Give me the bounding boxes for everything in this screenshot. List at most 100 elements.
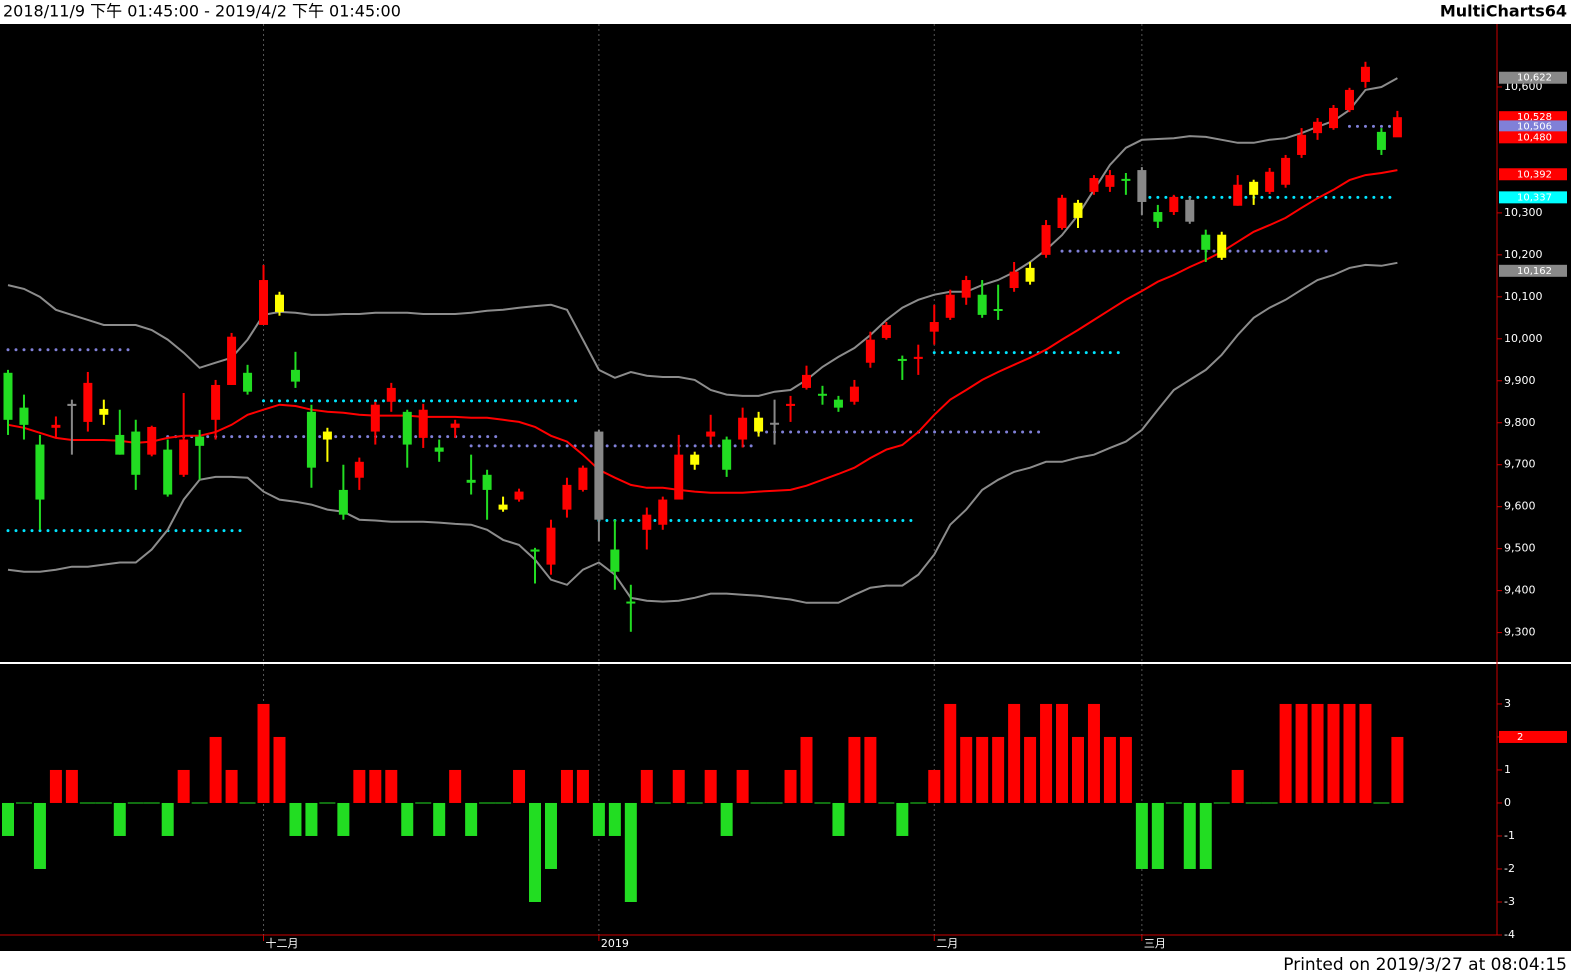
date-range: 2018/11/9 下午 01:45:00 - 2019/4/2 下午 01:4… [3, 2, 401, 21]
price-badge [1499, 131, 1567, 144]
candle-body [1233, 184, 1243, 206]
candle-body [674, 454, 684, 500]
candle-body [195, 436, 205, 446]
price-badge-text: 10,528 [1517, 112, 1552, 123]
candle-body [1392, 117, 1402, 138]
candle-body [1105, 175, 1115, 187]
bar [1008, 703, 1021, 803]
bar [784, 769, 797, 803]
bar [1359, 703, 1372, 803]
bar [608, 802, 621, 836]
candle-body [722, 439, 732, 470]
bar [640, 769, 653, 803]
bar [576, 769, 589, 803]
candle-body [259, 280, 269, 325]
candle-body [578, 467, 588, 490]
candle-body [610, 549, 620, 572]
bar [257, 703, 270, 803]
bar [672, 769, 685, 803]
candle-body [83, 382, 93, 422]
bar [289, 802, 302, 836]
candle-body [977, 294, 987, 315]
candle-body [115, 434, 125, 455]
bar [433, 802, 446, 836]
y-tick-label: 9,700 [1504, 458, 1536, 471]
candle-body [514, 491, 524, 500]
bar [449, 769, 462, 803]
bar [992, 736, 1005, 803]
candle-body [99, 408, 109, 415]
bar [944, 703, 957, 803]
y-tick-label: 10,000 [1504, 332, 1543, 345]
candle-body [738, 417, 748, 440]
bar [1024, 736, 1037, 803]
candle-body [706, 431, 716, 437]
bar [385, 769, 398, 803]
bar [1279, 703, 1292, 803]
candle-body [450, 423, 460, 428]
candle-body [802, 374, 811, 388]
x-tick-label: 2019 [601, 937, 629, 950]
candle-body [1376, 131, 1386, 150]
price-badge [1499, 168, 1567, 181]
price-badge [1499, 264, 1567, 277]
bar [1327, 703, 1340, 803]
candle-body [386, 387, 396, 402]
candle-body [865, 339, 875, 363]
bar [161, 802, 174, 836]
y-tick-label: -3 [1504, 895, 1515, 908]
candle-body [163, 449, 173, 495]
bar [2, 802, 14, 836]
bar [1151, 802, 1164, 869]
candle-body [418, 409, 428, 438]
bar [33, 802, 46, 869]
candle-body [1297, 134, 1307, 155]
candle-body [1057, 197, 1067, 228]
candle-body [594, 431, 604, 520]
candle-body [1344, 89, 1354, 111]
footer-bar [0, 951, 1571, 977]
price-badge [1499, 120, 1567, 133]
printed-note: Printed on 2019/3/27 at 08:04:15 [1283, 955, 1567, 975]
bar [65, 769, 78, 803]
candle-body [626, 601, 636, 604]
candle-body [849, 386, 859, 402]
candle-body [498, 504, 508, 510]
bar [592, 802, 605, 836]
bar [465, 802, 478, 836]
candle-body [929, 322, 939, 332]
bar [401, 802, 414, 836]
value-badge [1499, 730, 1567, 743]
candle-body [147, 426, 157, 455]
y-tick-label: 9,500 [1504, 542, 1536, 555]
y-tick-label: 9,800 [1504, 416, 1536, 429]
bar [1311, 703, 1324, 803]
price-badge-text: 10,480 [1517, 132, 1552, 143]
candle-body [546, 527, 556, 565]
bar [369, 769, 382, 803]
candle-body [1073, 202, 1083, 218]
y-tick-label: -2 [1504, 862, 1515, 875]
candle-body [754, 417, 764, 432]
candle-body [817, 393, 827, 396]
bar [832, 802, 845, 836]
candle-body [1201, 234, 1211, 250]
bar [720, 802, 733, 836]
x-tick-label: 二月 [936, 937, 958, 950]
price-badge-text: 10,622 [1517, 73, 1552, 84]
bar [1103, 736, 1116, 803]
candle-body [786, 403, 796, 406]
candle-body [833, 399, 843, 408]
candle-body [642, 514, 652, 530]
candle-body [322, 431, 332, 440]
candle-body [897, 358, 907, 361]
price-badge-text: 10,162 [1517, 266, 1552, 277]
candle-body [1121, 178, 1131, 181]
bar [1231, 769, 1244, 803]
band-line [7, 169, 1398, 494]
candle-body [306, 411, 316, 468]
band-line [7, 77, 1398, 397]
bar [800, 736, 813, 803]
bar [624, 802, 637, 902]
